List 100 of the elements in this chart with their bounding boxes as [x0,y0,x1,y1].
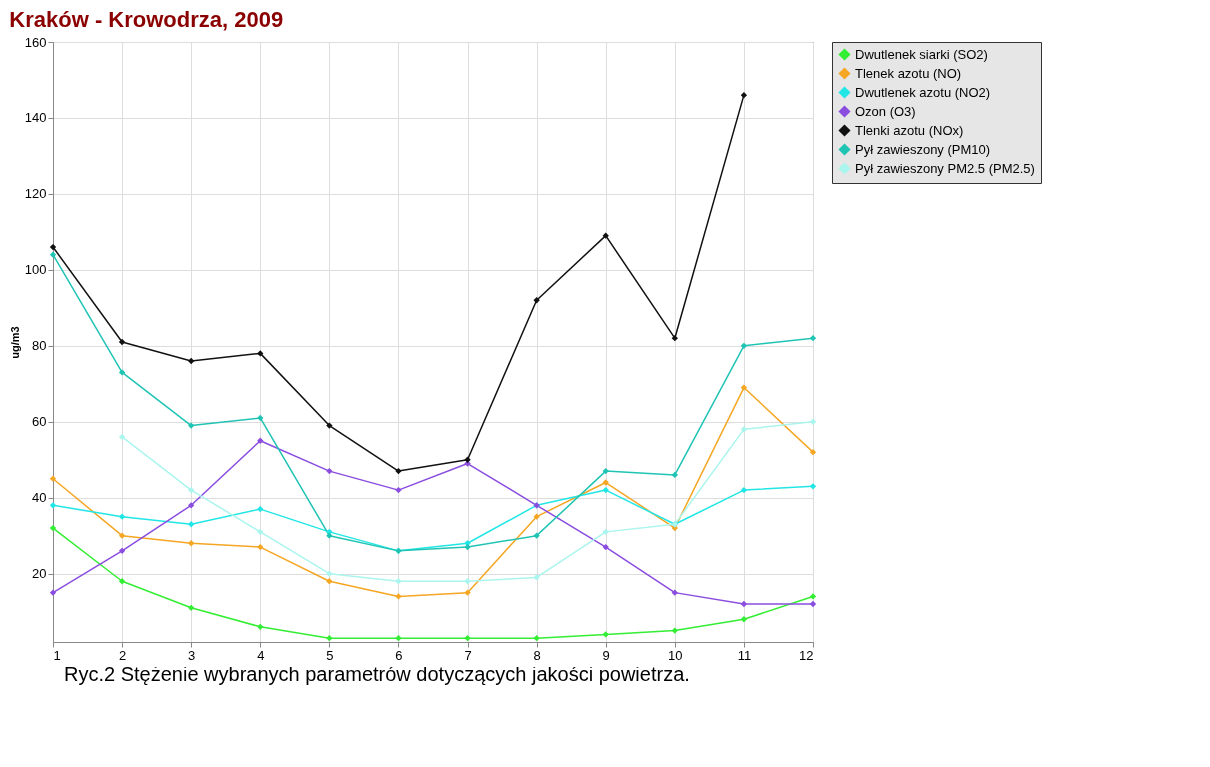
text: Ryc.2 Stężenie wybranych parametrów dotyczących jakości powietrza. [64,663,691,686]
point [602,631,609,638]
point [809,593,817,600]
point [602,543,609,551]
point [326,422,333,429]
point [326,532,333,539]
point [49,502,57,509]
point [326,467,333,475]
point [188,521,195,528]
point [118,547,126,555]
point [257,505,264,513]
point [188,604,195,611]
legend-label: Dwutlenek siarki (SO2) [855,46,988,62]
point [188,540,195,547]
point [464,456,471,463]
point [257,623,264,630]
point [809,448,817,456]
point [740,426,748,433]
point [49,589,57,596]
x-tick-label: 4 [257,647,265,663]
point [118,532,126,539]
point [533,574,540,581]
y-tick-label: 100 [24,262,47,278]
point [671,627,678,634]
point [395,467,402,475]
point [464,589,471,596]
point [257,437,264,444]
point [188,357,195,365]
point [740,384,748,391]
y-tick-label: 20 [32,566,47,582]
y-tick-label: 60 [32,414,47,430]
legend-label: Pył zawieszony PM2.5 (PM2.5) [855,160,1035,176]
point [464,543,471,551]
point [49,243,57,251]
point [118,578,126,585]
point [740,92,748,99]
point [395,593,402,600]
legend-label: Ozon (O3) [855,103,916,119]
point [602,528,609,536]
point [49,524,57,532]
point [602,467,609,475]
point [257,543,264,551]
point [326,635,333,642]
legend-label: Dwutlenek azotu (NO2) [855,84,991,100]
point [740,600,748,608]
point [118,433,126,441]
point [809,335,817,342]
point [188,502,195,509]
x-tick-label: 10 [668,647,683,663]
point [533,532,540,539]
point [49,475,57,482]
x-tick-label: 11 [737,647,752,663]
point [257,350,264,357]
point [395,578,402,585]
point [395,635,402,642]
point [533,513,540,520]
x-tick-label: 9 [602,647,610,663]
point [533,297,540,304]
point [257,414,264,422]
x-tick-label: 6 [395,647,403,663]
x-tick-label: 2 [118,647,127,663]
point [326,570,333,577]
point [188,422,195,429]
point [740,342,748,349]
point [809,600,817,608]
point [118,369,126,376]
point [671,335,678,342]
point [602,486,609,494]
point [602,232,609,239]
y-tick-label: 120 [24,186,47,202]
point [671,589,678,596]
y-tick-label: 80 [32,338,47,354]
legend-label: Pył zawieszony (PM10) [855,141,991,157]
point [740,616,748,623]
point [118,338,126,346]
y-tick-label: 160 [24,34,47,50]
y-tick-label: 40 [32,490,47,506]
legend-label: Tlenek azotu (NO) [855,65,962,81]
point [464,635,471,642]
x-tick-label: 12 [799,647,814,663]
y-axis-title: ug/m3 [8,326,21,359]
point [395,486,402,494]
point [809,418,817,425]
point [257,528,264,536]
point [671,471,678,479]
x-tick-label: 5 [326,647,334,663]
x-tick-label: 7 [464,647,472,663]
point [49,251,57,258]
point [188,486,195,494]
x-tick-label: 3 [188,647,196,663]
x-tick-label: 8 [533,647,541,663]
point [533,635,540,642]
point [326,578,333,585]
point [602,479,609,486]
point [809,483,817,490]
x-tick-label: 1 [53,647,61,663]
chart-title: Kraków - Krowodrza, 2009 [9,7,284,32]
point [118,513,126,520]
y-tick-label: 140 [24,110,47,126]
point [740,486,748,494]
